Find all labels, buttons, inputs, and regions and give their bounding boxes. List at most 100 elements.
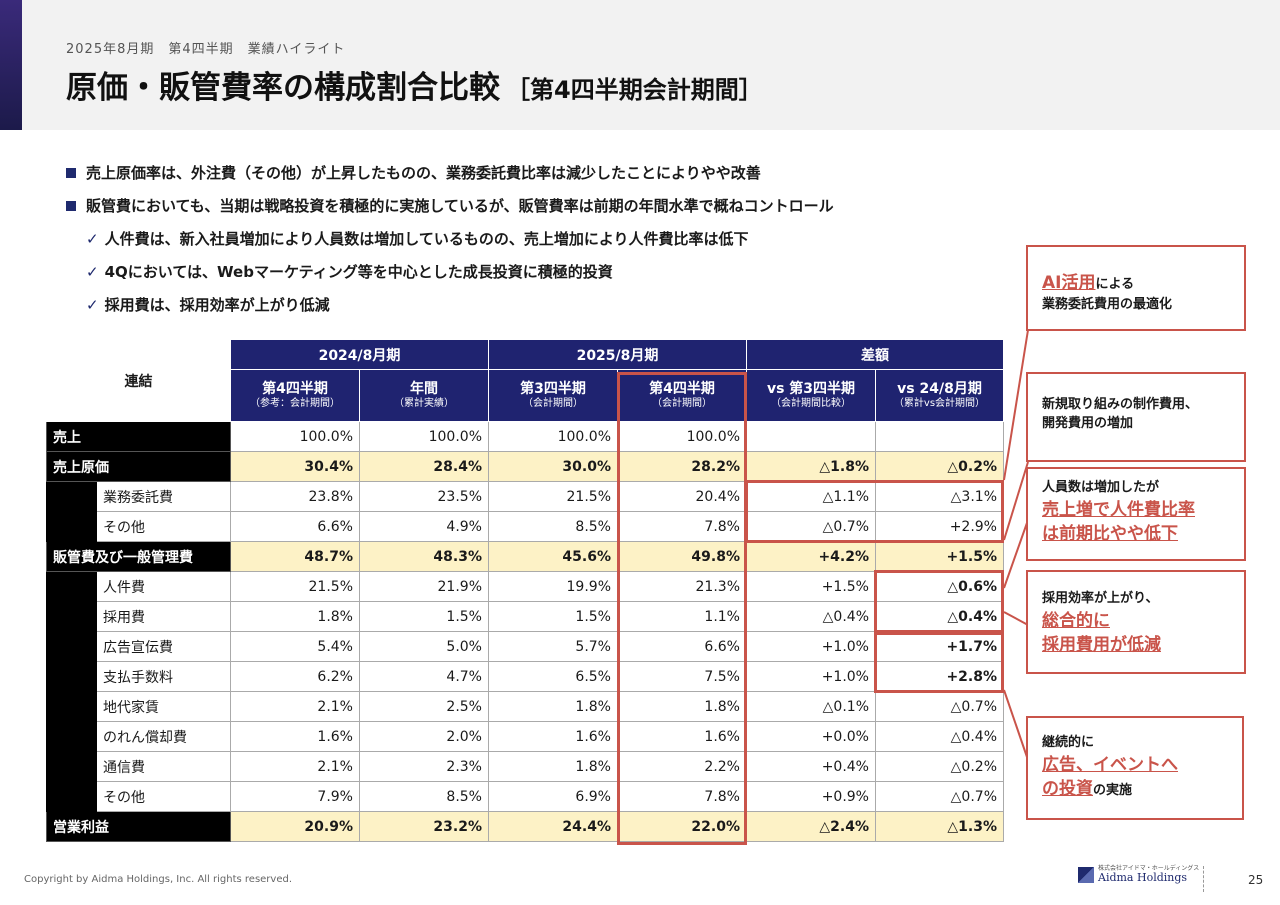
table-cell: +2.8% xyxy=(875,661,1004,692)
row-label: 売上原価 xyxy=(46,451,231,482)
column-main: 第4四半期 xyxy=(262,381,328,398)
row-label: 売上 xyxy=(46,421,231,452)
callout-text: 新規取り組みの制作費用、 xyxy=(1042,397,1199,412)
table-row: 営業利益 20.9% 23.2% 24.4% 22.0% △2.4% △1.3% xyxy=(46,811,1004,842)
row-label: 人件費 xyxy=(96,571,231,602)
table-row: 支払手数料 6.2% 4.7% 6.5% 7.5% +1.0% +2.8% xyxy=(47,661,1004,692)
check-text: 4Qにおいては、Webマーケティング等を中心とした成長投資に積極的投資 xyxy=(104,263,613,281)
group-indent-block xyxy=(46,571,97,812)
callout-highlight: AI活用 xyxy=(1042,273,1096,293)
table-cell: 6.9% xyxy=(488,781,618,812)
accent-bar xyxy=(0,0,22,130)
connector-line xyxy=(1003,611,1029,626)
table-cell: 7.5% xyxy=(617,661,747,692)
logo-mark-icon xyxy=(1078,866,1094,883)
row-label: 通信費 xyxy=(96,751,231,782)
table-cell: 19.9% xyxy=(488,571,618,602)
table-row: 採用費 1.8% 1.5% 1.5% 1.1% △0.4% △0.4% xyxy=(47,601,1004,632)
row-label: のれん償却費 xyxy=(96,721,231,752)
footer-divider xyxy=(1203,866,1204,892)
callout-text: の実施 xyxy=(1093,783,1133,799)
table-cell: +1.0% xyxy=(746,631,876,662)
column-header: 年間 （累計実績） xyxy=(359,369,489,422)
table-cell: 48.7% xyxy=(230,541,360,572)
row-label: 地代家賃 xyxy=(96,691,231,722)
column-sub: （累計実績） xyxy=(394,397,454,409)
table-cell: 100.0% xyxy=(230,421,360,452)
column-header: 第4四半期 （参考：会計期間） xyxy=(230,369,360,422)
callout-recruiting: 採用効率が上がり、 総合的に 採用費用が低減 xyxy=(1026,570,1246,674)
group-indent-block xyxy=(46,481,97,542)
table-cell: 2.3% xyxy=(359,751,489,782)
callout-highlight: 売上増で人件費比率 xyxy=(1042,499,1195,520)
callout-ai: AI活用による 業務委託費用の最適化 xyxy=(1026,245,1246,331)
callout-advertising: 継続的に 広告、イベントへ の投資の実施 xyxy=(1026,716,1244,820)
row-label: 支払手数料 xyxy=(96,661,231,692)
column-main: 第4四半期 xyxy=(649,381,715,398)
table-cell: 1.8% xyxy=(617,691,747,722)
callout-highlight: は前期比やや低下 xyxy=(1042,524,1178,545)
column-header: vs 24/8月期 （累計vs会計期間） xyxy=(875,369,1004,422)
table-cell: 6.6% xyxy=(230,511,360,542)
callout-text: による xyxy=(1095,277,1135,292)
header-band xyxy=(0,0,1280,130)
table-cell: 4.9% xyxy=(359,511,489,542)
callout-new-initiatives: 新規取り組みの制作費用、 開発費用の増加 xyxy=(1026,372,1246,462)
table-cell: 5.4% xyxy=(230,631,360,662)
table-cell: 1.6% xyxy=(488,721,618,752)
table-row: その他 6.6% 4.9% 8.5% 7.8% △0.7% +2.9% xyxy=(47,511,1004,542)
table-cell: 2.0% xyxy=(359,721,489,752)
column-header: 第4四半期 （会計期間） xyxy=(617,369,747,422)
column-sub: （累計vs会計期間） xyxy=(893,397,986,409)
table-cell: △0.2% xyxy=(875,451,1004,482)
bullet-item: 販管費においても、当期は戦略投資を積極的に実施しているが、販管費率は前期の年間水… xyxy=(66,189,834,222)
bullet-list: 売上原価率は、外注費（その他）が上昇したものの、業務委託費比率は減少したことによ… xyxy=(66,156,834,321)
callout-highlight: 総合的に xyxy=(1042,610,1110,631)
row-label: 営業利益 xyxy=(46,811,231,842)
title-main: 原価・販管費率の構成割合比較 xyxy=(66,70,500,106)
table-cell: 7.8% xyxy=(617,511,747,542)
table-cell: 28.2% xyxy=(617,451,747,482)
table-row: 売上原価 30.4% 28.4% 30.0% 28.2% △1.8% △0.2% xyxy=(46,451,1004,482)
company-logo: 株式会社アイドマ・ホールディングス Aidma Holdings xyxy=(1078,866,1199,883)
callout-text: 開発費用の増加 xyxy=(1042,415,1134,431)
table-cell: +0.0% xyxy=(746,721,876,752)
table-cell: △1.3% xyxy=(875,811,1004,842)
table-row: 人件費 21.5% 21.9% 19.9% 21.3% +1.5% △0.6% xyxy=(46,571,1004,812)
table-cell: 20.9% xyxy=(230,811,360,842)
table-cell: △0.6% xyxy=(875,571,1004,602)
table-cell: 1.6% xyxy=(617,721,747,752)
table-cell: 5.0% xyxy=(359,631,489,662)
table-cell: +1.5% xyxy=(746,571,876,602)
table-cell: △0.7% xyxy=(875,781,1004,812)
group-header: 2025/8月期 xyxy=(488,339,747,370)
table-cell: 1.8% xyxy=(488,751,618,782)
column-sub: （会計期間） xyxy=(652,397,712,409)
column-main: vs 24/8月期 xyxy=(897,381,982,398)
table-row: 売上 100.0% 100.0% 100.0% 100.0% xyxy=(46,421,1004,452)
table-cell: 45.6% xyxy=(488,541,618,572)
title-sub: ［第4四半期会計期間］ xyxy=(506,76,763,104)
table-cell: 7.9% xyxy=(230,781,360,812)
table-cell: 21.9% xyxy=(359,571,489,602)
table-cell: △2.4% xyxy=(746,811,876,842)
table-cell: 2.1% xyxy=(230,691,360,722)
ratio-table: 連結 2024/8月期 2025/8月期 差額 第4四半期 （参考：会計期間） 年… xyxy=(46,339,1004,842)
table-cell: 4.7% xyxy=(359,661,489,692)
callout-text: 業務委託費用の最適化 xyxy=(1042,296,1173,312)
table-cell: 100.0% xyxy=(488,421,618,452)
connector-line xyxy=(1003,519,1029,589)
table-cell: 6.2% xyxy=(230,661,360,692)
table-cell: 48.3% xyxy=(359,541,489,572)
table-cell: 1.5% xyxy=(488,601,618,632)
table-cell: 5.7% xyxy=(488,631,618,662)
connector-line xyxy=(1003,689,1029,761)
table-cell: 23.8% xyxy=(230,481,360,512)
check-icon: ✓ xyxy=(86,262,99,281)
callout-text: 継続的に xyxy=(1042,735,1095,750)
column-main: 第3四半期 xyxy=(520,381,586,398)
table-cell: 6.5% xyxy=(488,661,618,692)
table-cell: 21.3% xyxy=(617,571,747,602)
table-cell: △1.8% xyxy=(746,451,876,482)
group-header: 差額 xyxy=(746,339,1004,370)
